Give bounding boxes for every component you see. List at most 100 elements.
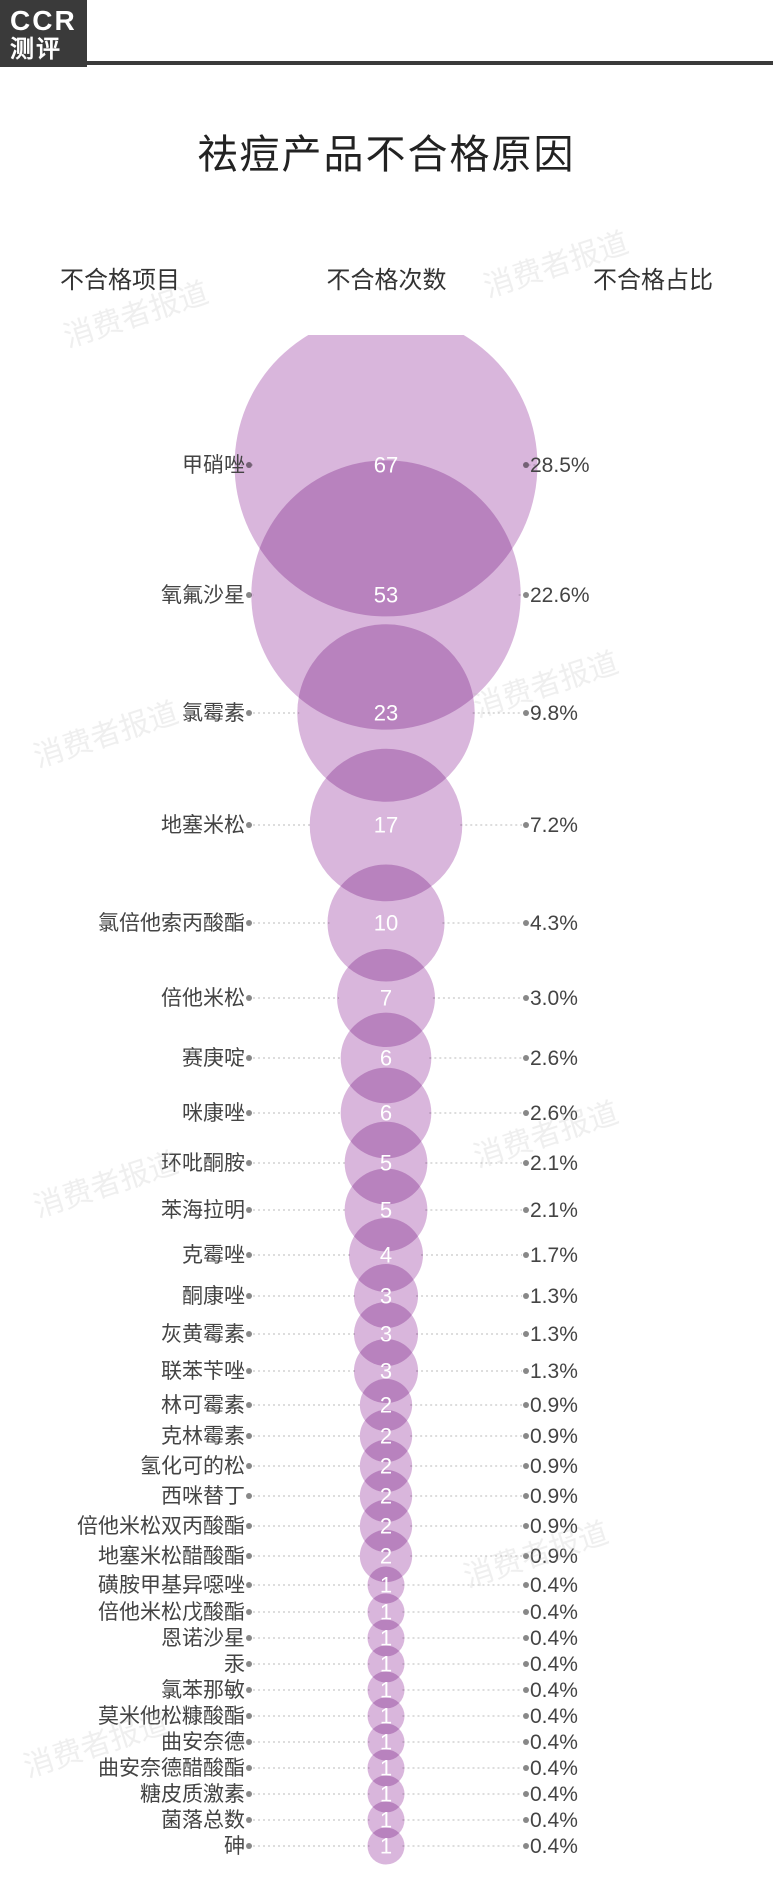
row-label: 苯海拉明 — [161, 1199, 245, 1222]
row-label: 西咪替丁 — [161, 1485, 245, 1508]
row-pct: 0.9% — [530, 1425, 578, 1448]
logo-line2: 测评 — [10, 37, 77, 63]
bubble-value: 23 — [374, 701, 398, 726]
row-pct: 2.1% — [530, 1152, 578, 1175]
row-pct: 0.4% — [530, 1679, 578, 1702]
row-pct: 2.6% — [530, 1102, 578, 1125]
bubble-value: 1 — [380, 1808, 392, 1833]
row-label: 莫米他松糠酸酯 — [98, 1705, 245, 1728]
row-pct: 1.3% — [530, 1285, 578, 1308]
bubble-value: 1 — [380, 1626, 392, 1651]
row-pct: 0.4% — [530, 1653, 578, 1676]
bubble-value: 2 — [380, 1424, 392, 1449]
bubble-value: 4 — [380, 1243, 392, 1268]
page-title: 祛痘产品不合格原因 — [0, 122, 773, 180]
row-label: 菌落总数 — [161, 1809, 245, 1832]
row-pct: 0.4% — [530, 1705, 578, 1728]
bubble-value: 7 — [380, 986, 392, 1011]
row-label: 恩诺沙星 — [161, 1627, 245, 1650]
bubble-value: 1 — [380, 1573, 392, 1598]
row-label: 林可霉素 — [161, 1394, 245, 1417]
bubble-value: 5 — [380, 1198, 392, 1223]
header-rule — [87, 61, 773, 65]
bubble-value: 2 — [380, 1454, 392, 1479]
col-header-right: 不合格占比 — [593, 260, 713, 295]
row-pct: 0.4% — [530, 1835, 578, 1858]
row-pct: 0.4% — [530, 1731, 578, 1754]
header-bar: CCR 测评 — [0, 0, 773, 67]
bubble-value: 1 — [380, 1704, 392, 1729]
bubble-value: 2 — [380, 1544, 392, 1569]
row-label: 磺胺甲基异噁唑 — [98, 1574, 245, 1597]
row-pct: 0.9% — [530, 1515, 578, 1538]
bubble-value: 3 — [380, 1359, 392, 1384]
row-label: 糖皮质激素 — [140, 1783, 245, 1806]
bubble-value: 1 — [380, 1834, 392, 1859]
bubble-value: 17 — [374, 813, 398, 838]
chart-svg: 67甲硝唑28.5%53氧氟沙星22.6%23氯霉素9.8%17地塞米松7.2%… — [0, 335, 773, 1886]
row-pct: 1.3% — [530, 1360, 578, 1383]
row-label: 氧氟沙星 — [161, 584, 245, 607]
row-label: 氢化可的松 — [140, 1455, 245, 1478]
bubble-value: 2 — [380, 1393, 392, 1418]
bubble-value: 1 — [380, 1652, 392, 1677]
row-pct: 0.9% — [530, 1545, 578, 1568]
row-pct: 2.1% — [530, 1199, 578, 1222]
column-headers: 不合格项目 不合格次数 不合格占比 — [0, 260, 773, 295]
row-label: 倍他米松戊酸酯 — [98, 1601, 245, 1624]
row-label: 联苯苄唑 — [161, 1360, 245, 1383]
bubble-value: 1 — [380, 1600, 392, 1625]
bubble-value: 3 — [380, 1322, 392, 1347]
row-label: 环吡酮胺 — [161, 1152, 245, 1175]
row-pct: 4.3% — [530, 912, 578, 935]
bubble-value: 10 — [374, 911, 398, 936]
bubble-value: 1 — [380, 1756, 392, 1781]
row-label: 克林霉素 — [161, 1425, 245, 1448]
row-pct: 2.6% — [530, 1047, 578, 1070]
row-label: 甲硝唑 — [182, 454, 245, 477]
row-label: 曲安奈德 — [161, 1731, 245, 1754]
row-pct: 28.5% — [530, 454, 590, 477]
row-pct: 0.4% — [530, 1783, 578, 1806]
bubble-value: 5 — [380, 1151, 392, 1176]
row-label: 酮康唑 — [182, 1285, 245, 1308]
bubble-value: 2 — [380, 1514, 392, 1539]
row-label: 砷 — [224, 1835, 245, 1858]
bubble-value: 1 — [380, 1730, 392, 1755]
row-label: 地塞米松 — [161, 814, 245, 837]
bubble-value: 67 — [374, 453, 398, 478]
row-label: 倍他米松双丙酸酯 — [77, 1515, 245, 1538]
logo-line1: CCR — [10, 6, 77, 37]
row-pct: 22.6% — [530, 584, 590, 607]
bubble-value: 1 — [380, 1678, 392, 1703]
bubble-chart: 67甲硝唑28.5%53氧氟沙星22.6%23氯霉素9.8%17地塞米松7.2%… — [0, 335, 773, 1886]
row-label: 克霉唑 — [182, 1244, 245, 1267]
row-label: 氯苯那敏 — [161, 1679, 245, 1702]
row-pct: 0.4% — [530, 1809, 578, 1832]
bubble-value: 53 — [374, 583, 398, 608]
row-label: 氯倍他索丙酸酯 — [98, 912, 245, 935]
col-header-mid: 不合格次数 — [327, 260, 447, 295]
row-label: 曲安奈德醋酸酯 — [98, 1757, 245, 1780]
row-label: 咪康唑 — [182, 1102, 245, 1125]
row-label: 汞 — [224, 1653, 245, 1676]
row-pct: 0.4% — [530, 1574, 578, 1597]
logo: CCR 测评 — [0, 0, 87, 67]
row-pct: 0.4% — [530, 1601, 578, 1624]
row-pct: 0.9% — [530, 1455, 578, 1478]
bubble-value: 6 — [380, 1046, 392, 1071]
row-pct: 3.0% — [530, 987, 578, 1010]
col-header-left: 不合格项目 — [60, 260, 180, 295]
row-pct: 0.9% — [530, 1394, 578, 1417]
row-label: 氯霉素 — [182, 702, 245, 725]
row-label: 倍他米松 — [161, 987, 245, 1010]
row-pct: 0.4% — [530, 1757, 578, 1780]
bubble-value: 1 — [380, 1782, 392, 1807]
row-pct: 0.4% — [530, 1627, 578, 1650]
row-label: 赛庚啶 — [182, 1047, 245, 1070]
row-label: 灰黄霉素 — [161, 1323, 245, 1346]
row-label: 地塞米松醋酸酯 — [98, 1545, 245, 1568]
row-pct: 9.8% — [530, 702, 578, 725]
row-pct: 1.3% — [530, 1323, 578, 1346]
bubble-value: 6 — [380, 1101, 392, 1126]
